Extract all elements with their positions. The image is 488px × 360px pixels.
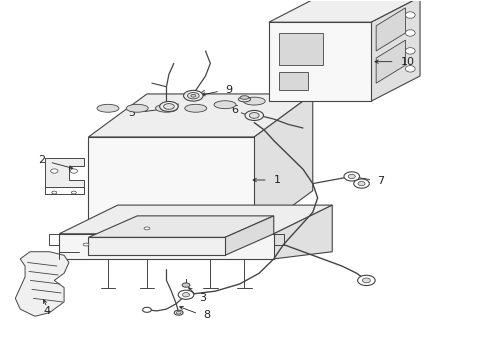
Text: 8: 8 [203, 310, 210, 320]
Text: 1: 1 [273, 175, 280, 185]
Polygon shape [278, 72, 307, 90]
Polygon shape [44, 158, 83, 187]
Ellipse shape [182, 293, 189, 297]
Ellipse shape [178, 290, 193, 300]
Polygon shape [375, 8, 405, 51]
Ellipse shape [249, 113, 259, 118]
Ellipse shape [97, 104, 119, 112]
Polygon shape [268, 0, 419, 22]
Text: 7: 7 [376, 176, 384, 186]
Ellipse shape [362, 278, 369, 283]
Ellipse shape [243, 97, 264, 105]
Ellipse shape [142, 307, 151, 312]
Ellipse shape [176, 311, 181, 314]
Text: 2: 2 [39, 155, 45, 165]
Ellipse shape [214, 101, 236, 109]
Polygon shape [370, 0, 419, 101]
Ellipse shape [405, 48, 414, 54]
Polygon shape [59, 205, 331, 234]
Ellipse shape [405, 12, 414, 18]
Ellipse shape [70, 169, 77, 173]
Ellipse shape [357, 181, 364, 186]
Polygon shape [268, 22, 370, 101]
Ellipse shape [163, 104, 174, 109]
Polygon shape [15, 252, 69, 316]
Polygon shape [375, 40, 405, 83]
Polygon shape [88, 94, 312, 137]
Text: 5: 5 [128, 108, 135, 118]
Ellipse shape [144, 227, 150, 230]
Ellipse shape [405, 30, 414, 36]
Ellipse shape [159, 102, 178, 112]
Ellipse shape [183, 90, 203, 101]
Polygon shape [59, 234, 273, 259]
Ellipse shape [184, 104, 206, 112]
Ellipse shape [51, 169, 58, 173]
Text: 3: 3 [199, 293, 206, 303]
Ellipse shape [174, 310, 183, 315]
Ellipse shape [405, 66, 414, 72]
Ellipse shape [83, 243, 89, 246]
Polygon shape [88, 237, 224, 255]
Ellipse shape [126, 104, 148, 112]
Ellipse shape [357, 275, 374, 285]
Ellipse shape [52, 191, 57, 194]
Polygon shape [254, 94, 312, 234]
Ellipse shape [347, 174, 355, 179]
Ellipse shape [244, 111, 263, 121]
Ellipse shape [71, 191, 76, 194]
Ellipse shape [182, 283, 189, 287]
Text: 4: 4 [43, 306, 50, 316]
Polygon shape [224, 216, 273, 255]
Polygon shape [88, 137, 254, 234]
Ellipse shape [353, 179, 368, 188]
Ellipse shape [190, 94, 195, 97]
Polygon shape [88, 216, 273, 237]
Polygon shape [278, 33, 322, 65]
Ellipse shape [343, 172, 359, 181]
Polygon shape [273, 205, 331, 259]
Text: 6: 6 [231, 105, 238, 115]
Ellipse shape [238, 97, 250, 102]
Ellipse shape [187, 93, 199, 99]
Ellipse shape [155, 104, 177, 112]
Text: 9: 9 [224, 85, 232, 95]
Ellipse shape [240, 96, 248, 99]
Text: 10: 10 [400, 57, 414, 67]
